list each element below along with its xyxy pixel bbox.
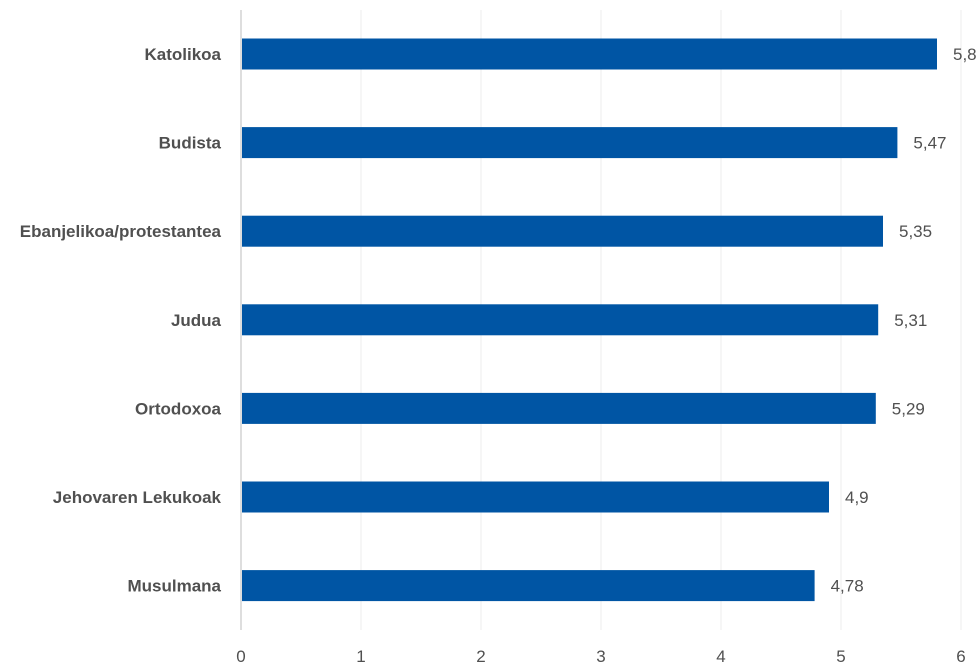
bar (242, 304, 879, 336)
data-label: 5,29 (892, 399, 925, 418)
category-label: Budista (159, 134, 222, 153)
data-label: 5,31 (894, 311, 927, 330)
category-label: Judua (171, 311, 222, 330)
x-tick-label: 2 (476, 647, 485, 665)
category-label: Musulmana (127, 577, 221, 596)
category-label: Ortodoxoa (135, 399, 221, 418)
category-label: Ebanjelikoa/protestantea (20, 222, 222, 241)
bar (242, 215, 883, 247)
data-label: 5,47 (913, 134, 946, 153)
bar (242, 38, 937, 70)
category-label: Katolikoa (144, 45, 221, 64)
bar (242, 127, 898, 159)
bar (242, 481, 829, 513)
category-labels: Katolikoa Budista Ebanjelikoa/protestantea… (20, 45, 222, 596)
data-label: 5,35 (899, 222, 932, 241)
bars (242, 38, 937, 602)
bar (242, 392, 876, 424)
x-tick-label: 6 (956, 647, 965, 665)
x-axis-ticks: 0 1 2 3 4 5 6 (236, 647, 965, 665)
x-tick-label: 4 (716, 647, 725, 665)
category-label: Jehovaren Lekukoak (53, 488, 222, 507)
x-tick-label: 1 (356, 647, 365, 665)
value-labels: 5,8 5,47 5,35 5,31 5,29 4,9 4,78 (831, 45, 977, 596)
data-label: 4,78 (831, 577, 864, 596)
data-label: 4,9 (845, 488, 869, 507)
x-tick-label: 3 (596, 647, 605, 665)
x-tick-label: 5 (836, 647, 845, 665)
data-label: 5,8 (953, 45, 977, 64)
x-tick-label: 0 (236, 647, 245, 665)
bar (242, 570, 815, 602)
